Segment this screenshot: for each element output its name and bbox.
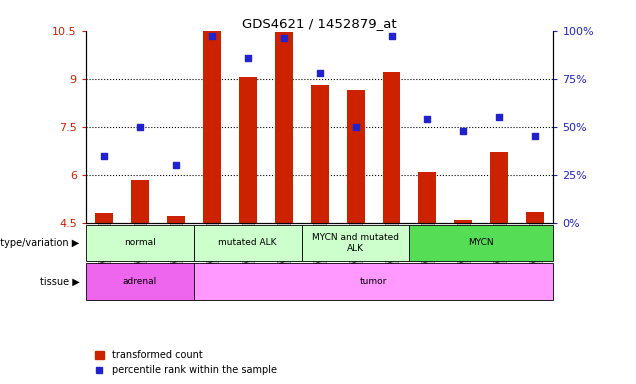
Text: MYCN and mutated
ALK: MYCN and mutated ALK bbox=[312, 233, 399, 253]
Point bbox=[315, 70, 325, 76]
Text: MYCN: MYCN bbox=[469, 238, 494, 247]
Bar bbox=[310, 85, 329, 223]
Bar bbox=[382, 72, 401, 223]
Point bbox=[494, 114, 504, 120]
Bar bbox=[410, 225, 553, 261]
Point bbox=[135, 124, 145, 130]
Text: mutated ALK: mutated ALK bbox=[218, 238, 277, 247]
Text: adrenal: adrenal bbox=[123, 277, 157, 286]
Point bbox=[99, 152, 109, 159]
Bar bbox=[301, 225, 410, 261]
Legend: transformed count, percentile rank within the sample: transformed count, percentile rank withi… bbox=[91, 346, 281, 379]
Bar bbox=[194, 263, 553, 300]
Point bbox=[170, 162, 181, 168]
Bar bbox=[95, 213, 113, 223]
Point bbox=[350, 124, 361, 130]
Bar bbox=[194, 225, 301, 261]
Point bbox=[279, 35, 289, 41]
Bar bbox=[527, 212, 544, 223]
Bar bbox=[238, 77, 257, 223]
Bar bbox=[86, 225, 194, 261]
Bar bbox=[490, 152, 508, 223]
Bar bbox=[131, 180, 149, 223]
Bar bbox=[86, 263, 194, 300]
Bar bbox=[167, 216, 184, 223]
Title: GDS4621 / 1452879_at: GDS4621 / 1452879_at bbox=[242, 17, 397, 30]
Bar bbox=[347, 90, 364, 223]
Point bbox=[530, 133, 541, 139]
Text: genotype/variation ▶: genotype/variation ▶ bbox=[0, 238, 80, 248]
Text: tissue ▶: tissue ▶ bbox=[39, 276, 80, 286]
Bar bbox=[275, 32, 293, 223]
Bar bbox=[418, 172, 436, 223]
Bar bbox=[203, 31, 221, 223]
Point bbox=[422, 116, 432, 122]
Text: normal: normal bbox=[124, 238, 156, 247]
Text: tumor: tumor bbox=[360, 277, 387, 286]
Point bbox=[459, 127, 469, 134]
Point bbox=[242, 55, 252, 61]
Bar bbox=[455, 220, 473, 223]
Point bbox=[207, 33, 217, 40]
Point bbox=[387, 33, 397, 40]
